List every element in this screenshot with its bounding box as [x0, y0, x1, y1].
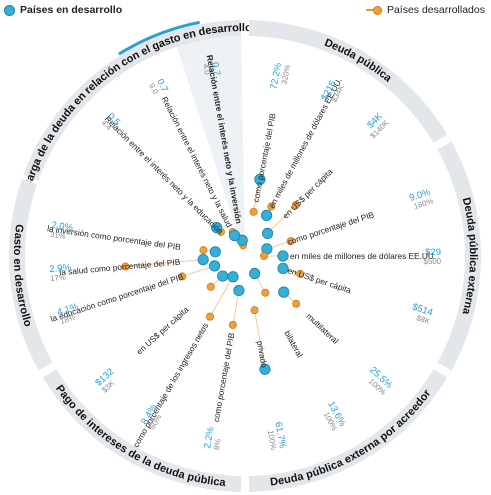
value-developing: 2.2%	[202, 426, 217, 450]
point-developed	[267, 202, 276, 211]
connector	[232, 290, 240, 326]
connector	[182, 265, 215, 277]
point-developed	[250, 306, 259, 315]
connector	[267, 204, 297, 234]
group-band	[248, 369, 448, 492]
legend-developing-label: Países en desarrollo	[20, 4, 123, 16]
point-developed	[286, 237, 295, 246]
point-developing	[227, 271, 239, 283]
point-developing	[217, 270, 229, 282]
item-label: en miles de millones de dólares EE.UU.	[290, 251, 436, 261]
point-developing	[262, 227, 274, 239]
point-developed	[261, 288, 270, 297]
value-developing: 2.0%	[51, 220, 75, 234]
item-label: en US$ per cápita	[134, 304, 190, 356]
point-developing	[211, 222, 223, 234]
point-developing	[228, 229, 241, 242]
point-developed	[228, 320, 237, 329]
point-developing	[197, 254, 209, 266]
point-developing	[249, 267, 261, 280]
point-developing	[277, 250, 289, 262]
point-developed	[291, 201, 300, 210]
item: en US$ per cápita$132$3K	[93, 270, 229, 395]
group-band	[437, 141, 481, 371]
point-developing	[233, 284, 245, 297]
group-band	[248, 20, 448, 143]
item: en US$ per cápita$514$8K	[277, 262, 434, 326]
item-label: como porcentaje del PIB	[211, 331, 237, 422]
value-developing: 72.2%	[268, 61, 284, 90]
item: la inversión como porcentaje del PIB2.0%…	[47, 220, 221, 258]
point-developed	[178, 272, 187, 281]
point-developed	[249, 207, 258, 216]
value-developing: 2.9%	[49, 262, 72, 275]
item: como porcentaje del PIB 72.2%320%	[249, 61, 293, 216]
point-developing	[208, 260, 221, 272]
point-developed	[206, 282, 215, 291]
item-label: en US$ per cápita	[286, 265, 353, 295]
group-band	[23, 20, 242, 181]
value-developed: 31%	[50, 230, 67, 241]
point-developed	[292, 299, 301, 308]
group-band	[42, 369, 242, 492]
item-label: privado	[255, 340, 270, 369]
group-label: Deuda pública externa por acreedor	[269, 387, 433, 489]
legend-developed-label: Países desarrollados	[386, 4, 485, 16]
connector	[125, 259, 204, 267]
point-developing	[259, 363, 271, 375]
point-developing	[278, 286, 290, 298]
value-developing: 0.7	[154, 77, 170, 94]
point-developed	[259, 251, 268, 260]
legend-developed-marker	[365, 5, 382, 15]
point-developing	[260, 209, 273, 221]
value-developed: 4.0	[201, 63, 212, 76]
point-developed	[199, 246, 208, 255]
point-developed	[296, 269, 305, 278]
value-developing: 61.7%	[272, 421, 288, 450]
value-developed: 100%	[266, 430, 278, 451]
item-label: multilateral	[304, 311, 340, 346]
legend-developing: Países en desarrollo	[4, 4, 122, 16]
item-label: como porcentaje del PIB	[251, 112, 278, 203]
highlight-accent	[118, 20, 200, 56]
value-developing: $29	[425, 247, 441, 258]
item-label: como porcentaje del PIB	[286, 209, 376, 247]
value-developed: 320%	[280, 64, 293, 85]
item: como porcentaje del PIB 2.2%8%	[202, 284, 245, 451]
item-label: bilateral	[282, 329, 305, 359]
point-developing	[277, 262, 289, 274]
legend-developed: Países desarrollados	[365, 4, 485, 16]
point-developed	[121, 262, 130, 271]
connector	[254, 310, 266, 370]
point-developed	[205, 312, 214, 321]
legend-developing-marker	[4, 4, 15, 16]
value-developed: 17%	[50, 273, 66, 283]
point-developing	[209, 246, 221, 258]
group-band	[8, 179, 53, 371]
value-developed: $8K	[415, 313, 432, 326]
value-developed: 8%	[212, 438, 223, 451]
point-developing	[254, 173, 266, 186]
connector	[209, 276, 234, 317]
item: en miles de millones de dólares EE.UU.$2…	[259, 247, 442, 266]
highlight-wedge	[177, 36, 245, 256]
item: privado 61.7%100%	[250, 306, 288, 451]
value-developing: 0.7	[209, 61, 222, 76]
item-label: la salud como porcentaje del PIB	[59, 257, 181, 278]
value-developed: $500	[424, 257, 442, 266]
